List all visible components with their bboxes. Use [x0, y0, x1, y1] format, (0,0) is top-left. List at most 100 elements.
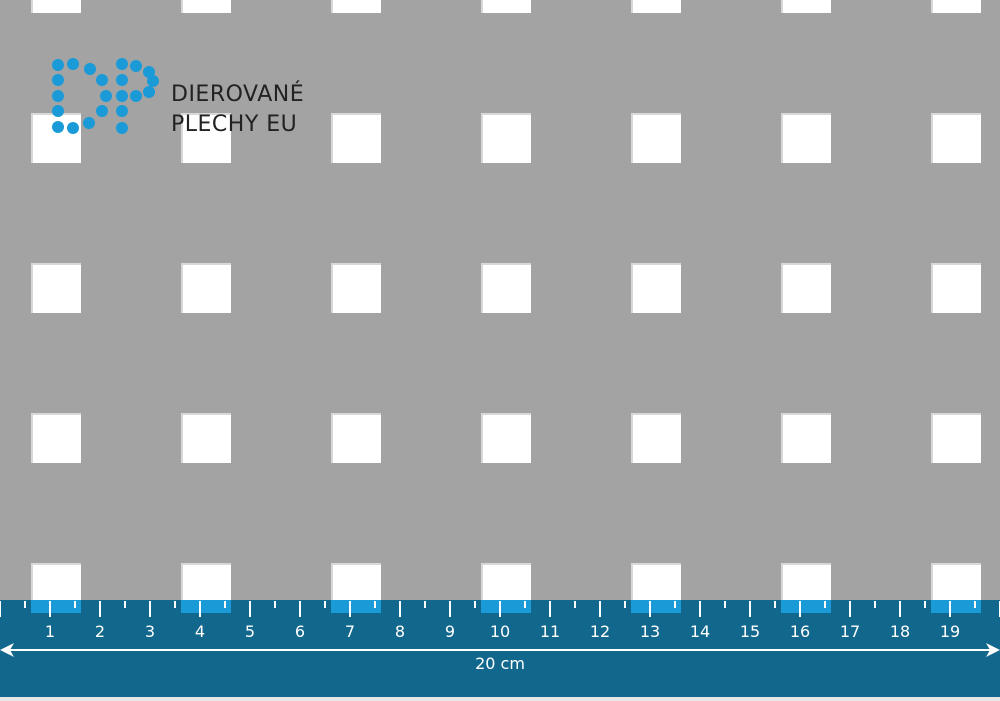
hole: [481, 413, 531, 463]
hole: [331, 0, 381, 13]
brand-name: DIEROVANÉ PLECHY EU: [171, 80, 304, 140]
minor-tick: [324, 601, 326, 608]
minor-tick: [774, 601, 776, 608]
hole: [181, 413, 231, 463]
minor-tick: [624, 601, 626, 608]
hole: [481, 113, 531, 163]
ruler-label: 12: [589, 622, 611, 641]
brand-line-2: PLECHY EU: [171, 112, 298, 137]
ruler-label: 15: [739, 622, 761, 641]
ruler-label: 11: [539, 622, 561, 641]
length-label: 20 cm: [475, 654, 525, 673]
major-tick: [99, 601, 101, 617]
major-tick: [449, 601, 451, 617]
minor-tick: [874, 601, 876, 608]
ruler-label: 3: [144, 622, 156, 641]
major-tick: [149, 601, 151, 617]
hole-highlight: [481, 600, 531, 613]
major-tick: [0, 601, 1, 617]
minor-tick: [974, 601, 976, 608]
minor-tick: [724, 601, 726, 608]
ruler-label: 4: [194, 622, 206, 641]
hole: [631, 413, 681, 463]
minor-tick: [574, 601, 576, 608]
hole-highlight: [31, 600, 81, 613]
bottom-border: [0, 697, 1000, 701]
ruler-label: 14: [689, 622, 711, 641]
major-tick: [949, 601, 951, 617]
hole: [181, 0, 231, 13]
hole-highlight: [931, 600, 981, 613]
major-tick: [649, 601, 651, 617]
minor-tick: [424, 601, 426, 608]
hole: [31, 113, 81, 163]
hole: [331, 263, 381, 313]
ruler-label: 5: [244, 622, 256, 641]
major-tick: [299, 601, 301, 617]
hole: [331, 413, 381, 463]
major-tick: [599, 601, 601, 617]
hole-highlight: [181, 600, 231, 613]
minor-tick: [224, 601, 226, 608]
minor-tick: [474, 601, 476, 608]
hole-highlight: [331, 600, 381, 613]
hole: [181, 113, 231, 163]
hole: [181, 263, 231, 313]
ruler-label: 2: [94, 622, 106, 641]
minor-tick: [674, 601, 676, 608]
hole: [31, 263, 81, 313]
major-tick: [199, 601, 201, 617]
hole: [31, 0, 81, 13]
hole: [631, 113, 681, 163]
minor-tick: [274, 601, 276, 608]
major-tick: [799, 601, 801, 617]
ruler-label: 16: [789, 622, 811, 641]
hole: [781, 0, 831, 13]
ruler-label: 9: [444, 622, 456, 641]
hole: [31, 413, 81, 463]
major-tick: [749, 601, 751, 617]
ruler-label: 13: [639, 622, 661, 641]
major-tick: [699, 601, 701, 617]
ruler-label: 10: [489, 622, 511, 641]
minor-tick: [124, 601, 126, 608]
hole: [331, 113, 381, 163]
hole: [481, 0, 531, 13]
ruler-label: 6: [294, 622, 306, 641]
minor-tick: [74, 601, 76, 608]
hole: [931, 113, 981, 163]
ruler-label: 17: [839, 622, 861, 641]
major-tick: [249, 601, 251, 617]
major-tick: [899, 601, 901, 617]
ruler-label: 8: [394, 622, 406, 641]
hole: [781, 263, 831, 313]
hole: [781, 113, 831, 163]
brand-line-1: DIEROVANÉ: [171, 82, 305, 107]
ruler-label: 7: [344, 622, 356, 641]
major-tick: [549, 601, 551, 617]
length-arrow-icon: [0, 643, 1000, 657]
hole-highlight: [631, 600, 681, 613]
minor-tick: [924, 601, 926, 608]
ruler-label: 1: [44, 622, 56, 641]
hole: [931, 0, 981, 13]
hole: [481, 263, 531, 313]
hole-highlight: [781, 600, 831, 613]
hole: [631, 0, 681, 13]
hole: [931, 413, 981, 463]
ruler: 20 cm 1 2 3 4 5 6 7 8 9 10 11 12 13 14 15 16 17 18 19: [0, 600, 1000, 697]
major-tick: [499, 601, 501, 617]
hole: [631, 263, 681, 313]
logo-dp-icon: [52, 58, 159, 134]
major-tick: [849, 601, 851, 617]
minor-tick: [174, 601, 176, 608]
major-tick: [49, 601, 51, 617]
hole: [781, 413, 831, 463]
ruler-label: 18: [889, 622, 911, 641]
minor-tick: [824, 601, 826, 608]
hole: [931, 263, 981, 313]
minor-tick: [524, 601, 526, 608]
major-tick: [399, 601, 401, 617]
minor-tick: [374, 601, 376, 608]
minor-tick: [24, 601, 26, 608]
